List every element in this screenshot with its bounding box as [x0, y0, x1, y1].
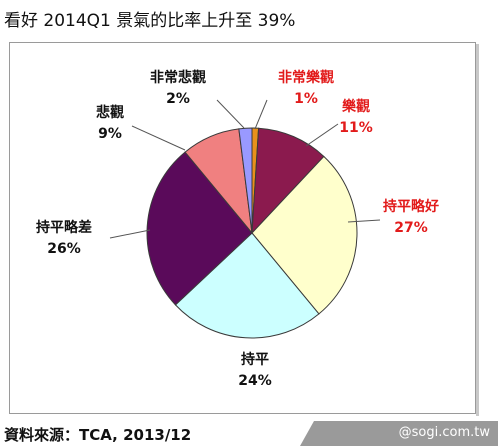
pie-slice	[251, 155, 358, 315]
slice-name-label: 持平略差	[36, 219, 92, 236]
slice-name-label: 持平略好	[383, 198, 439, 215]
watermark-badge: @sogi.com.tw	[300, 421, 498, 446]
frame-shadow	[476, 44, 479, 416]
source-year: , 2013/12	[112, 426, 192, 444]
pie-slice	[146, 151, 253, 306]
slice-percent-label: 9%	[98, 126, 122, 142]
slice-percent-label: 26%	[47, 241, 81, 257]
slice-name-label: 樂觀	[341, 98, 370, 115]
pie-slice	[238, 127, 253, 234]
leader-line	[254, 99, 268, 130]
slice-name-label: 悲觀	[96, 104, 124, 121]
pie-slice	[251, 127, 325, 235]
source-note: 資料來源：TCA, 2013/12	[4, 424, 191, 445]
slice-percent-label: 11%	[339, 120, 373, 136]
leader-line	[131, 125, 186, 151]
slice-percent-label: 1%	[294, 91, 318, 107]
slice-name-label: 非常樂觀	[278, 69, 334, 86]
leader-line	[216, 99, 245, 129]
pie-slice	[174, 232, 320, 339]
slice-percent-label: 24%	[238, 373, 272, 389]
source-prefix: 資料來源：	[4, 426, 80, 444]
pie-slices	[146, 127, 358, 339]
slice-percent-label: 27%	[394, 220, 428, 236]
chart-title: 看好 2014Q1 景氣的比率上升至 39%	[4, 11, 296, 31]
slice-labels: 非常樂觀 1% 樂觀 11% 持平略好 27% 持平 24% 持平略差 26% 悲觀 9% 非常悲觀 2%	[36, 69, 439, 389]
slice-name-label: 非常悲觀	[150, 69, 206, 86]
leader-line	[305, 123, 339, 147]
slice-percent-label: 2%	[166, 91, 190, 107]
leader-lines	[109, 99, 381, 239]
leader-line	[347, 219, 381, 223]
leader-line	[109, 229, 151, 239]
source-org: TCA	[79, 426, 113, 444]
watermark-text: @sogi.com.tw	[398, 425, 490, 440]
slice-name-label: 持平	[241, 351, 269, 368]
